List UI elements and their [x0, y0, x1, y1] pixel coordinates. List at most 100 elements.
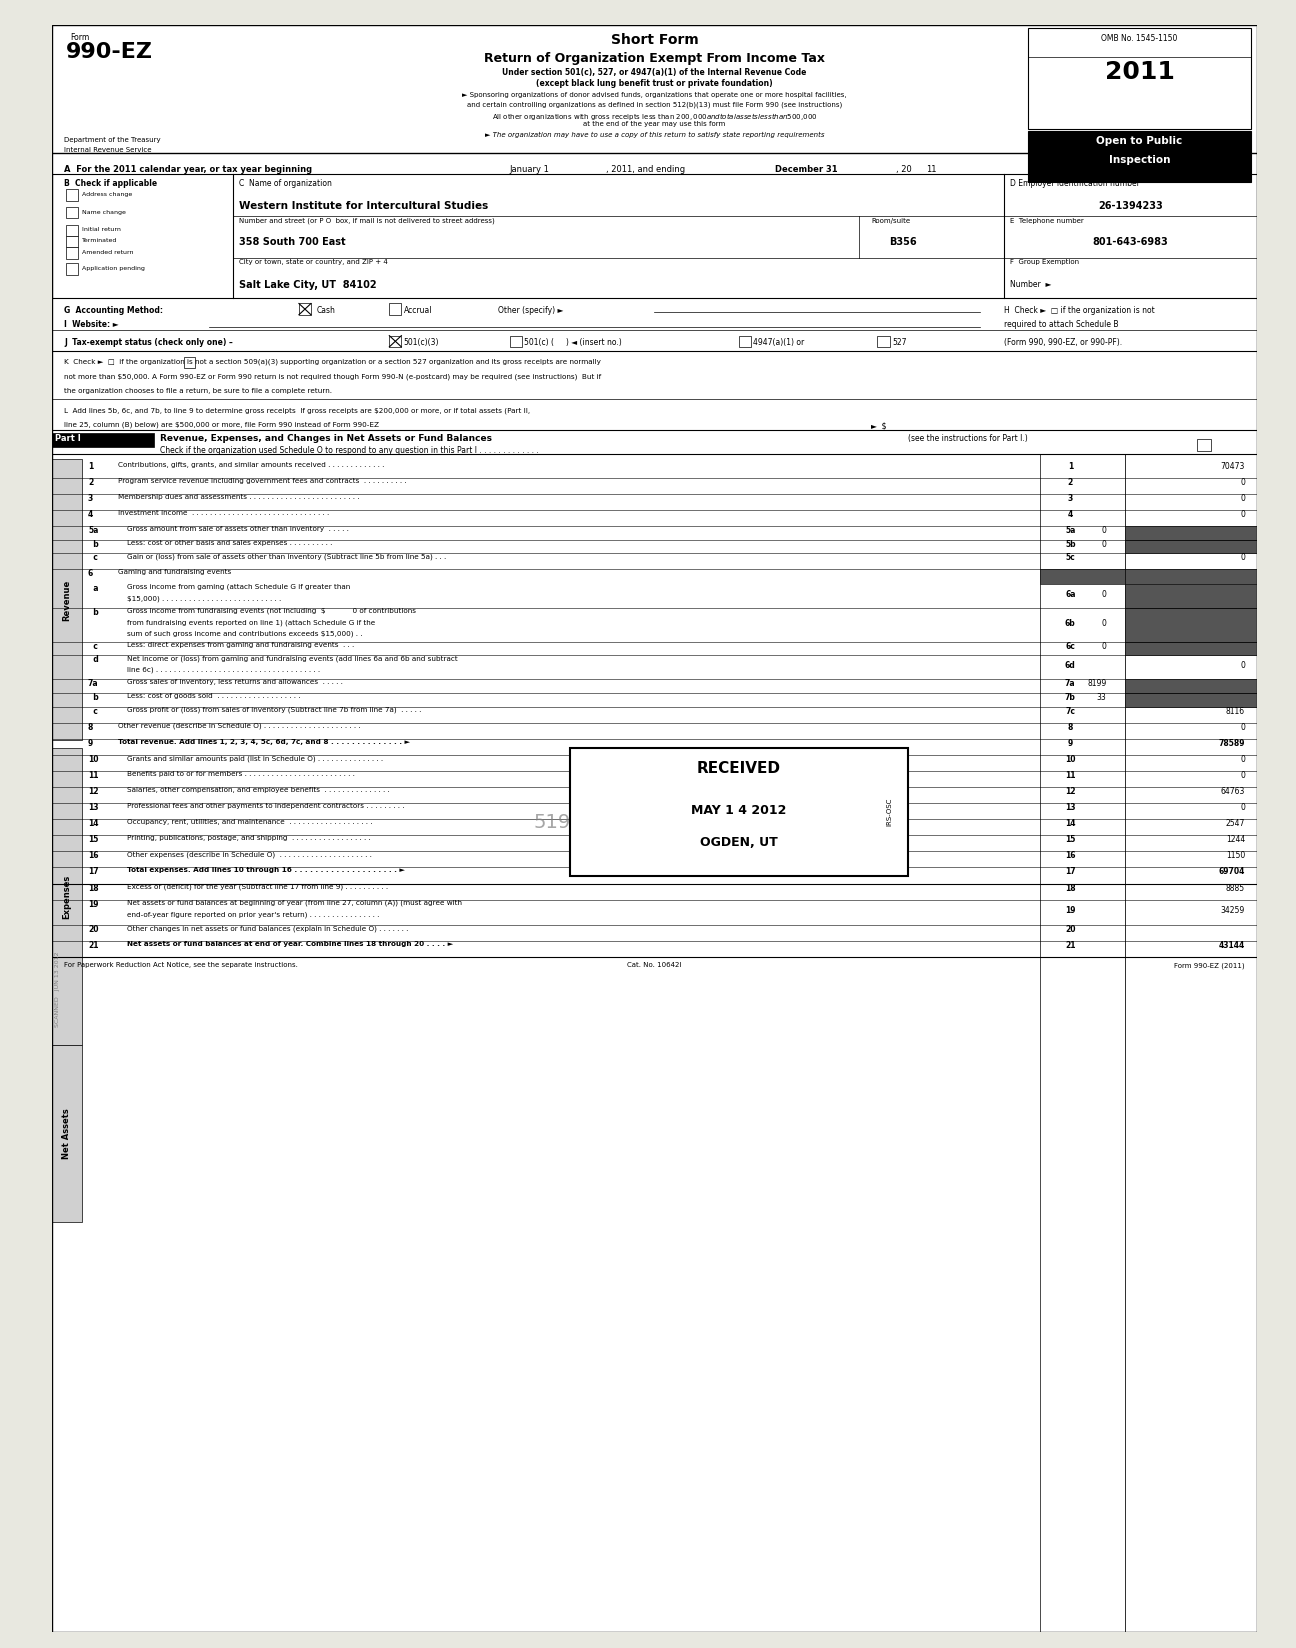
Text: 5a: 5a — [88, 526, 98, 536]
Text: A  For the 2011 calendar year, or tax year beginning: A For the 2011 calendar year, or tax yea… — [64, 165, 312, 173]
Text: 18: 18 — [1065, 883, 1076, 893]
Bar — [389, 336, 402, 346]
Text: 8: 8 — [88, 723, 93, 732]
Text: Inspection: Inspection — [1109, 155, 1170, 165]
Text: Revenue, Expenses, and Changes in Net Assets or Fund Balances: Revenue, Expenses, and Changes in Net As… — [161, 435, 492, 443]
Text: 519: 519 — [534, 812, 572, 832]
Text: 8116: 8116 — [1226, 707, 1245, 715]
Text: $15,000) . . . . . . . . . . . . . . . . . . . . . . . . . . .: $15,000) . . . . . . . . . . . . . . . .… — [127, 595, 281, 602]
Text: 0: 0 — [1240, 755, 1245, 765]
Bar — [52, 458, 82, 740]
Text: Less: direct expenses from gaming and fundraising events  . . .: Less: direct expenses from gaming and fu… — [127, 641, 354, 648]
Text: Return of Organization Exempt From Income Tax: Return of Organization Exempt From Incom… — [483, 53, 826, 64]
Text: , 20: , 20 — [896, 165, 911, 173]
Text: Occupancy, rent, utilities, and maintenance  . . . . . . . . . . . . . . . . . .: Occupancy, rent, utilities, and maintena… — [127, 819, 372, 826]
Text: 990-EZ: 990-EZ — [66, 43, 153, 63]
Text: December 31: December 31 — [775, 165, 837, 173]
Bar — [66, 224, 78, 236]
Text: D Employer identification number: D Employer identification number — [1010, 180, 1140, 188]
Text: RECEIVED: RECEIVED — [697, 761, 781, 776]
Text: 16: 16 — [88, 852, 98, 860]
Text: c: c — [88, 641, 98, 651]
Text: 78589: 78589 — [1218, 738, 1245, 748]
Text: Other changes in net assets or fund balances (explain in Schedule O) . . . . . .: Other changes in net assets or fund bala… — [127, 925, 408, 931]
Text: 358 South 700 East: 358 South 700 East — [238, 237, 345, 247]
Text: Net assets or fund balances at beginning of year (from line 27, column (A)) (mus: Net assets or fund balances at beginning… — [127, 900, 461, 906]
Text: not more than $50,000. A Form 990-EZ or Form 990 return is not required though F: not more than $50,000. A Form 990-EZ or … — [64, 374, 601, 381]
Text: Expenses: Expenses — [62, 875, 71, 920]
Text: ► Sponsoring organizations of donor advised funds, organizations that operate on: ► Sponsoring organizations of donor advi… — [463, 92, 846, 99]
Text: 1: 1 — [1068, 461, 1073, 471]
Bar — [1041, 453, 1125, 1632]
Text: Benefits paid to or for members . . . . . . . . . . . . . . . . . . . . . . . . : Benefits paid to or for members . . . . … — [127, 771, 354, 778]
Text: 0: 0 — [1240, 661, 1245, 671]
Text: 0: 0 — [1102, 620, 1107, 628]
Text: Gain or (loss) from sale of assets other than inventory (Subtract line 5b from l: Gain or (loss) from sale of assets other… — [127, 554, 446, 560]
Text: Total expenses. Add lines 10 through 16 . . . . . . . . . . . . . . . . . . . . : Total expenses. Add lines 10 through 16 … — [127, 867, 404, 873]
Text: 7c: 7c — [1065, 707, 1076, 715]
Text: 13: 13 — [88, 803, 98, 812]
Text: (see the instructions for Part I.): (see the instructions for Part I.) — [907, 435, 1028, 443]
Text: 43144: 43144 — [1218, 941, 1245, 951]
Text: line 6c) . . . . . . . . . . . . . . . . . . . . . . . . . . . . . . . . . . . .: line 6c) . . . . . . . . . . . . . . . .… — [127, 667, 320, 672]
Text: 7a: 7a — [1065, 679, 1076, 689]
Text: 33: 33 — [1096, 694, 1107, 702]
Text: Application pending: Application pending — [82, 265, 145, 270]
Text: 6a: 6a — [1065, 590, 1076, 598]
Text: Membership dues and assessments . . . . . . . . . . . . . . . . . . . . . . . . : Membership dues and assessments . . . . … — [118, 494, 359, 499]
Text: 0: 0 — [1240, 771, 1245, 780]
Bar — [1125, 453, 1257, 1632]
Text: 6: 6 — [88, 570, 93, 578]
Text: 801-643-6983: 801-643-6983 — [1093, 237, 1169, 247]
Text: 34259: 34259 — [1221, 906, 1245, 915]
Text: 21: 21 — [88, 941, 98, 951]
Bar — [52, 433, 154, 447]
Text: SCANNED   JUN 13 2012: SCANNED JUN 13 2012 — [56, 951, 61, 1027]
Text: Form: Form — [70, 33, 89, 41]
Text: 17: 17 — [88, 867, 98, 877]
Text: 11: 11 — [88, 771, 98, 780]
Text: 70473: 70473 — [1221, 461, 1245, 471]
Text: d: d — [88, 656, 98, 664]
Text: 501(c) (     ) ◄ (insert no.): 501(c) ( ) ◄ (insert no.) — [525, 338, 622, 348]
Bar — [66, 236, 78, 247]
Text: Cash: Cash — [318, 307, 336, 315]
Text: Net assets or fund balances at end of year. Combine lines 18 through 20 . . . . : Net assets or fund balances at end of ye… — [127, 941, 452, 948]
Bar — [1198, 440, 1212, 450]
Text: Printing, publications, postage, and shipping  . . . . . . . . . . . . . . . . .: Printing, publications, postage, and shi… — [127, 836, 371, 842]
Text: Address change: Address change — [82, 191, 132, 196]
Text: 1: 1 — [88, 461, 93, 471]
Text: b: b — [88, 694, 98, 702]
Text: Cat. No. 10642I: Cat. No. 10642I — [627, 962, 682, 969]
Bar — [739, 336, 750, 346]
Text: Internal Revenue Service: Internal Revenue Service — [64, 147, 152, 153]
Text: 8885: 8885 — [1226, 883, 1245, 893]
Text: ► The organization may have to use a copy of this return to satisfy state report: ► The organization may have to use a cop… — [485, 132, 824, 138]
Bar — [1125, 570, 1257, 583]
Text: 11: 11 — [925, 165, 936, 173]
Text: 69704: 69704 — [1218, 867, 1245, 877]
Text: 0: 0 — [1240, 803, 1245, 812]
Text: G  Accounting Method:: G Accounting Method: — [64, 307, 163, 315]
Text: Western Institute for Intercultural Studies: Western Institute for Intercultural Stud… — [238, 201, 487, 211]
Text: 9: 9 — [88, 738, 93, 748]
Text: b: b — [88, 539, 98, 549]
Text: 501(c)(3): 501(c)(3) — [404, 338, 439, 348]
Text: K  Check ►  □  if the organization is not a section 509(a)(3) supporting organiz: K Check ► □ if the organization is not a… — [64, 359, 601, 366]
Text: IRS-OSC: IRS-OSC — [886, 798, 893, 826]
Text: 4: 4 — [1068, 509, 1073, 519]
Text: Gross income from gaming (attach Schedule G if greater than: Gross income from gaming (attach Schedul… — [127, 583, 350, 590]
Text: 7b: 7b — [1065, 694, 1076, 702]
Text: Other revenue (describe in Schedule O) . . . . . . . . . . . . . . . . . . . . .: Other revenue (describe in Schedule O) .… — [118, 723, 360, 730]
Text: Gross income from fundraising events (not including  $            0 of contribut: Gross income from fundraising events (no… — [127, 608, 416, 615]
Text: 9: 9 — [1068, 738, 1073, 748]
Text: Short Form: Short Form — [610, 33, 699, 46]
Text: B  Check if applicable: B Check if applicable — [64, 180, 157, 188]
Text: c: c — [88, 707, 98, 715]
Text: OGDEN, UT: OGDEN, UT — [700, 836, 778, 849]
Text: 13: 13 — [1065, 803, 1076, 812]
Text: 26-1394233: 26-1394233 — [1098, 201, 1163, 211]
Text: Salt Lake City, UT  84102: Salt Lake City, UT 84102 — [238, 280, 376, 290]
Text: 15: 15 — [88, 836, 98, 844]
Text: Gaming and fundraising events: Gaming and fundraising events — [118, 570, 232, 575]
